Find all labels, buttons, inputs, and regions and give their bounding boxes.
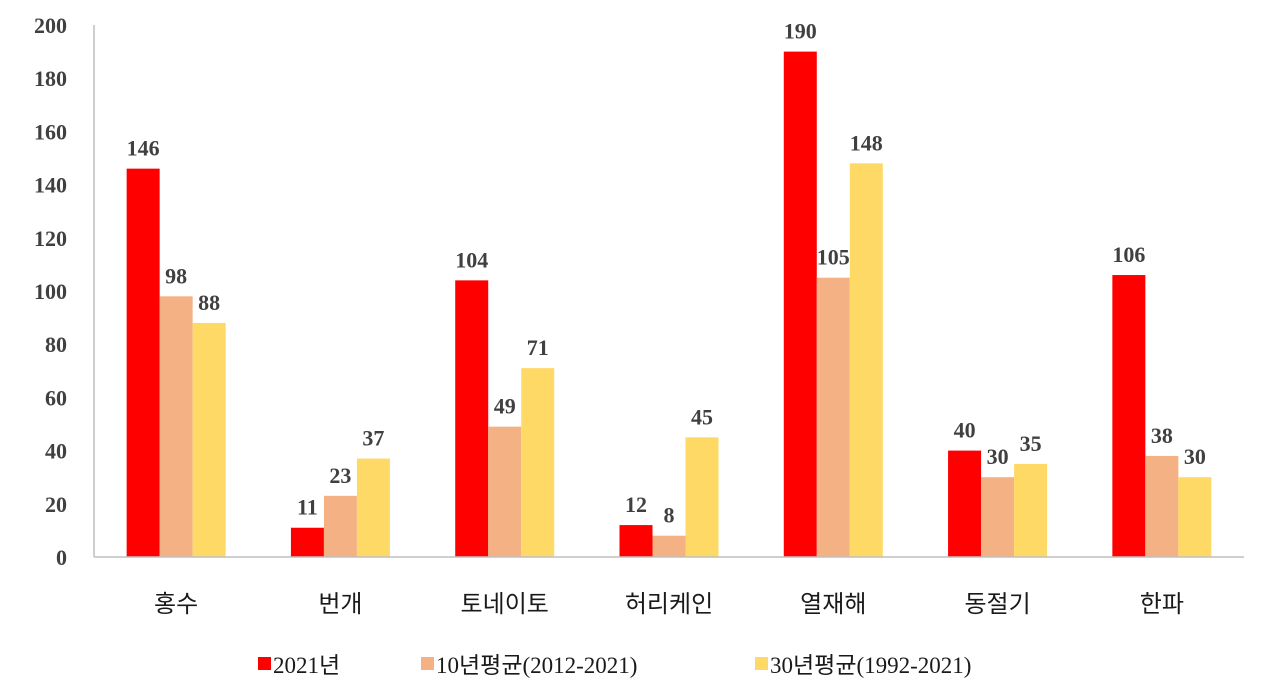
x-tick-label: 허리케인: [625, 590, 713, 618]
x-tick-label: 열재해: [800, 590, 866, 618]
y-tick-label: 0: [56, 545, 67, 570]
bar: [290, 527, 324, 557]
y-tick-label: 140: [34, 173, 67, 198]
bar: [521, 368, 555, 557]
legend-swatch: [421, 657, 434, 670]
data-label: 88: [198, 290, 220, 315]
bar: [488, 426, 522, 557]
y-tick-label: 20: [45, 492, 67, 517]
legend-item: 30년평균(1992-2021): [755, 653, 971, 678]
legend-label: 10년평균(2012-2021): [436, 653, 637, 678]
data-label: 49: [494, 394, 516, 419]
bar: [1178, 477, 1212, 557]
data-label: 104: [455, 247, 488, 272]
y-tick-label: 180: [34, 66, 67, 91]
legend-label: 2021년: [273, 653, 340, 678]
bar: [685, 437, 719, 557]
legend-item: 2021년: [258, 653, 340, 678]
data-label: 30: [1184, 444, 1206, 469]
bar: [1145, 455, 1179, 557]
bar: [455, 280, 489, 557]
bar: [849, 163, 883, 557]
data-label: 30: [987, 444, 1009, 469]
data-label: 105: [817, 245, 850, 270]
data-labels: 146 98 88 11 23 37 104 49 71 12 8 45 190 105 148 40 30 35…: [127, 19, 1206, 528]
legend: 2021년 10년평균(2012-2021) 30년평균(1992-2021): [258, 653, 971, 678]
x-tick-label: 토네이토: [461, 590, 549, 618]
bar: [652, 535, 686, 557]
data-label: 38: [1151, 423, 1173, 448]
bar: [1014, 463, 1048, 557]
x-axis: 홍수 번개 토네이토 허리케인 열재해 동절기 한파: [94, 556, 1244, 618]
data-label: 146: [127, 136, 160, 161]
y-tick-label: 100: [34, 279, 67, 304]
y-axis: 0 20 40 60 80 100 120 140 160 180 200: [34, 13, 95, 570]
y-tick-label: 200: [34, 13, 67, 38]
bar: [323, 495, 357, 557]
data-label: 8: [664, 503, 675, 528]
bar: [816, 277, 850, 557]
data-label: 148: [850, 130, 883, 155]
y-tick-label: 160: [34, 119, 67, 144]
data-label: 71: [527, 335, 549, 360]
y-tick-label: 120: [34, 226, 67, 251]
bar: [356, 458, 390, 557]
bar: [126, 168, 160, 557]
bar: [192, 322, 226, 557]
data-label: 35: [1020, 431, 1042, 456]
legend-swatch: [755, 657, 768, 670]
legend-label: 30년평균(1992-2021): [770, 653, 971, 678]
y-tick-label: 80: [45, 332, 67, 357]
x-tick-label: 번개: [318, 590, 362, 618]
x-tick-label: 동절기: [964, 590, 1030, 618]
x-tick-label: 홍수: [154, 590, 198, 618]
bar: [948, 450, 982, 557]
data-label: 23: [329, 463, 351, 488]
data-label: 12: [625, 492, 647, 517]
data-label: 45: [691, 404, 713, 429]
y-tick-label: 60: [45, 385, 67, 410]
legend-swatch: [258, 657, 271, 670]
x-tick-label: 한파: [1140, 590, 1184, 618]
data-label: 190: [784, 19, 817, 44]
data-label: 98: [165, 263, 187, 288]
legend-item: 10년평균(2012-2021): [421, 653, 637, 678]
data-label: 37: [362, 426, 384, 451]
bar: [159, 296, 193, 557]
bar: [619, 525, 653, 557]
data-label: 106: [1112, 242, 1145, 267]
bar: [1112, 275, 1146, 557]
bar: [783, 51, 817, 557]
bar: [981, 477, 1015, 557]
data-label: 40: [954, 418, 976, 443]
bars: [126, 51, 1212, 557]
y-tick-label: 40: [45, 439, 67, 464]
data-label: 11: [297, 495, 318, 520]
